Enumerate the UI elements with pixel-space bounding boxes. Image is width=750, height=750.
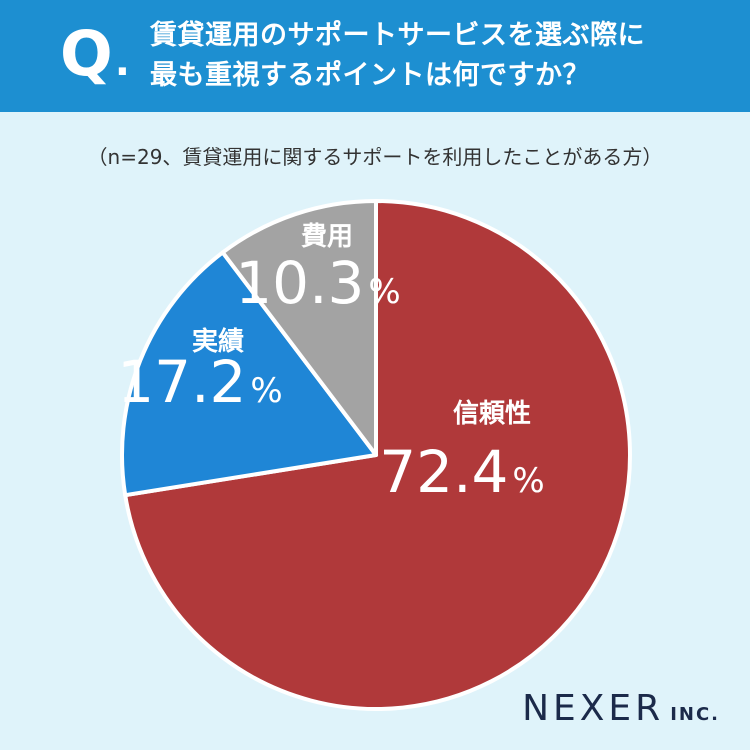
logo-main: NEXER <box>522 688 665 729</box>
pie-slice-2 <box>120 250 378 498</box>
pie-slice-3 <box>220 199 378 457</box>
question-header: Q. 賃貸運用のサポートサービスを選ぶ際に 最も重視するポイントは何ですか？ <box>0 0 750 112</box>
q-mark: Q. <box>60 14 140 94</box>
sample-note: （n=29、賃貸運用に関するサポートを利用したことがある方） <box>87 145 663 169</box>
nexer-logo: NEXER INC. <box>522 688 720 729</box>
slice-value-3: 10.3% <box>235 249 400 317</box>
slice-value-2: 17.2% <box>117 348 282 416</box>
question-line-1: 賃貸運用のサポートサービスを選ぶ際に <box>150 20 645 51</box>
logo-inc: INC. <box>670 704 720 725</box>
question-text: 賃貸運用のサポートサービスを選ぶ際に 最も重視するポイントは何ですか？ <box>150 16 740 96</box>
q-dot: . <box>114 39 130 85</box>
q-letter: Q <box>60 17 113 90</box>
slice-label-2: 実績 <box>192 326 244 357</box>
slice-label-1: 信頼性 <box>453 399 531 429</box>
slice-value-1: 72.4% <box>379 438 544 506</box>
slice-label-3: 費用 <box>301 222 353 252</box>
question-line-2: 最も重視するポイントは何ですか？ <box>150 60 590 91</box>
